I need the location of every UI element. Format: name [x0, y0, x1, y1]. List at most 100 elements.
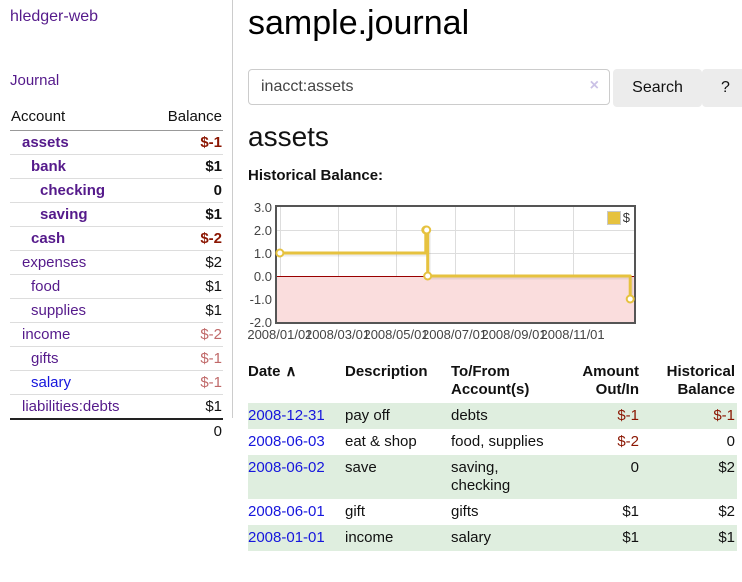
accounts-header-row: Account Balance [10, 106, 223, 131]
account-link[interactable]: food [31, 278, 61, 295]
main-content: sample.journal × Search ? assets Histori… [247, 0, 742, 582]
transaction-amount: $1 [622, 529, 639, 546]
vertical-gridline [572, 207, 574, 322]
transaction-accounts: gifts [451, 503, 479, 520]
search-button[interactable]: Search [613, 69, 702, 107]
clear-search-icon[interactable]: × [589, 77, 599, 94]
account-row: checking 0 [10, 178, 223, 203]
vertical-gridline [337, 207, 339, 322]
account-balance: $1 [151, 154, 223, 179]
account-heading: assets [248, 121, 329, 152]
sidebar-item-journal[interactable]: Journal [10, 72, 60, 89]
transaction-date-link[interactable]: 2008-06-02 [248, 459, 325, 476]
transaction-balance: $2 [718, 459, 735, 476]
column-header-historical: Historical Balance [647, 359, 737, 403]
account-link[interactable]: cash [31, 230, 66, 247]
chart-legend: $ [606, 210, 630, 225]
transaction-date-cell: 2008-06-03 [248, 429, 345, 455]
transaction-accounts: saving, checking [451, 459, 511, 494]
y-axis-tick-label: 1.0 [253, 245, 272, 261]
x-axis-tick-label: 2008/03/01 [304, 327, 371, 342]
chart-plot-area: $ [275, 205, 636, 324]
account-row: gifts $-1 [10, 346, 223, 371]
app-brand-link[interactable]: hledger-web [10, 8, 99, 25]
transaction-row: 2008-06-02 save saving, checking 0 $2 [248, 455, 737, 499]
column-header-line1: Amount [582, 363, 639, 380]
transactions-table: Date ∧ Description To/From Account(s) Amount O… [248, 359, 737, 551]
column-header-line2: Balance [677, 381, 735, 398]
transaction-amount: 0 [630, 459, 639, 476]
data-point-marker [422, 225, 432, 235]
account-balance: $1 [151, 298, 223, 323]
data-point-marker [625, 294, 635, 304]
transaction-amount: $1 [622, 503, 639, 520]
account-balance: $-1 [151, 346, 223, 371]
account-link[interactable]: expenses [22, 254, 87, 271]
account-row: food $1 [10, 274, 223, 299]
account-name-cell: saving [10, 202, 152, 227]
transaction-row: 2008-06-03 eat & shop food, supplies $-2 0 [248, 429, 737, 455]
account-link[interactable]: gifts [31, 350, 59, 367]
accounts-table: Account Balance assets $-1 bank $1 checking 0… [10, 106, 223, 443]
account-link[interactable]: supplies [31, 302, 87, 319]
account-name-cell: supplies [10, 298, 152, 323]
sort-ascending-icon[interactable]: ∧ [285, 363, 297, 380]
search-input[interactable] [248, 69, 610, 105]
transaction-date-link[interactable]: 2008-06-01 [248, 503, 325, 520]
account-link[interactable]: liabilities:debts [22, 398, 120, 415]
column-header-description: Description [345, 359, 451, 403]
account-link[interactable]: checking [40, 182, 106, 199]
account-row: income $-2 [10, 322, 223, 347]
transaction-balance: $1 [718, 529, 735, 546]
transaction-accounts: salary [451, 529, 492, 546]
column-header-line2: Out/In [595, 381, 639, 398]
search-box: × [248, 69, 610, 105]
y-axis-tick-label: 0.0 [253, 268, 272, 284]
transaction-balance: $-1 [713, 407, 735, 424]
account-link[interactable]: assets [22, 134, 69, 151]
line-shadow [281, 230, 634, 301]
transaction-row: 2008-01-01 income salary $1 $1 [248, 525, 737, 551]
x-axis-tick-label: 2008/09/01 [481, 327, 547, 342]
legend-label: $ [622, 210, 630, 225]
transaction-description: pay off [345, 407, 390, 424]
account-balance: $1 [151, 202, 223, 227]
transaction-amount: $-2 [617, 433, 639, 450]
y-axis-tick-label: 2.0 [253, 222, 272, 238]
account-name-cell: liabilities:debts [10, 394, 152, 419]
account-link[interactable]: salary [31, 374, 72, 391]
x-axis-tick-label: 2008/01/01 [247, 327, 313, 342]
transaction-description: save [345, 459, 377, 476]
y-axis-tick-label: -1.0 [249, 291, 272, 307]
historical-balance-chart: $ 3.0 2.0 1.0 0.0 -1.0 -2.0 2008/01/01 2008/03/… [247, 199, 737, 346]
account-balance: $-2 [151, 226, 223, 251]
vertical-gridline [279, 207, 281, 322]
account-link[interactable]: saving [40, 206, 88, 223]
account-link[interactable]: income [22, 326, 71, 343]
account-row: supplies $1 [10, 298, 223, 323]
x-axis-tick-label: 2008/07/01 [421, 327, 488, 342]
transaction-date-link[interactable]: 2008-01-01 [248, 529, 325, 546]
accounts-total-value: 0 [10, 418, 223, 443]
x-axis-tick-label: 2008/05/01 [363, 327, 429, 342]
y-axis-tick-label: -2.0 [249, 314, 272, 330]
account-row: assets $-1 [10, 130, 223, 155]
account-link[interactable]: bank [31, 158, 67, 175]
accounts-total-row: 0 [10, 418, 223, 443]
account-row: cash $-2 [10, 226, 223, 251]
transaction-balance: $2 [718, 503, 735, 520]
account-row: expenses $2 [10, 250, 223, 275]
account-name-cell: bank [10, 154, 152, 179]
y-axis-tick-label: 3.0 [253, 199, 272, 215]
transaction-date-cell: 2008-12-31 [248, 403, 345, 429]
transaction-date-link[interactable]: 2008-06-03 [248, 433, 325, 450]
account-name-cell: income [10, 322, 152, 347]
column-header-date[interactable]: Date ∧ [248, 359, 345, 403]
data-point-marker [423, 271, 433, 281]
transaction-row: 2008-12-31 pay off debts $-1 $-1 [248, 403, 737, 429]
transaction-date-link[interactable]: 2008-12-31 [248, 407, 325, 424]
help-button[interactable]: ? [702, 69, 742, 107]
search-bar: × Search ? [248, 69, 742, 107]
account-row: bank $1 [10, 154, 223, 179]
balance-line [279, 228, 632, 299]
